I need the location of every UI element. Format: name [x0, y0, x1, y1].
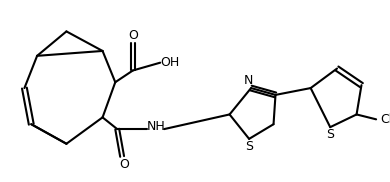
Text: O: O — [128, 29, 138, 42]
Text: OH: OH — [160, 56, 180, 69]
Text: S: S — [245, 140, 253, 153]
Text: N: N — [243, 74, 253, 87]
Text: O: O — [119, 158, 129, 171]
Text: Cl: Cl — [380, 113, 390, 126]
Text: S: S — [326, 128, 334, 141]
Text: NH: NH — [147, 120, 166, 133]
